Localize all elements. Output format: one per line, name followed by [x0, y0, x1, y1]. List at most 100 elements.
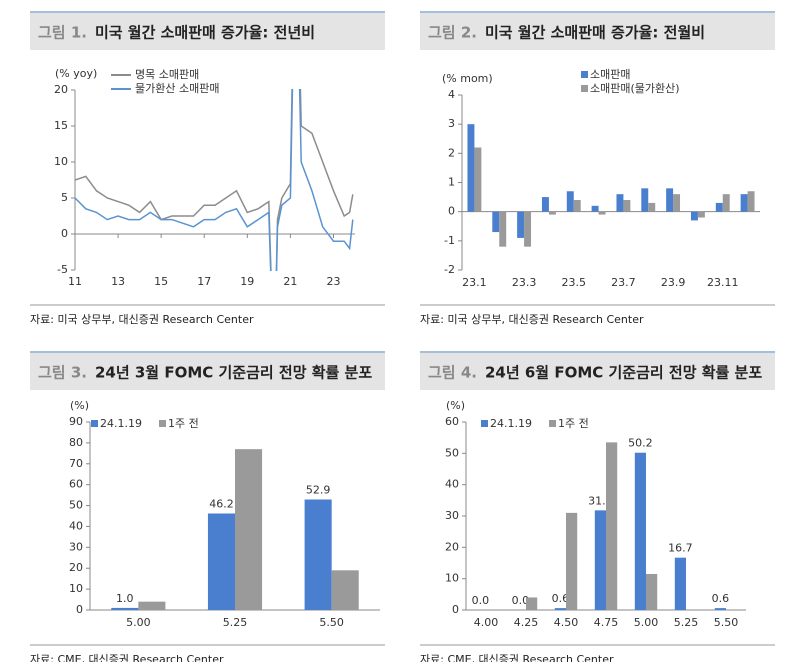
- bar: [138, 601, 166, 610]
- y-tick-label: 80: [69, 436, 83, 449]
- y-tick-label: 20: [445, 540, 459, 553]
- chart-title: 미국 월간 소매판매 증가율: 전년비: [95, 24, 315, 42]
- legend-label: 명목 소매판매: [135, 68, 199, 81]
- x-tick-label: 13: [111, 275, 125, 288]
- figure-label: 그림 2.: [428, 24, 477, 42]
- bar: [591, 205, 599, 212]
- y-tick-label: 10: [69, 582, 83, 595]
- y-tick-label: 3: [448, 117, 455, 130]
- y-tick-label: -5: [57, 263, 68, 276]
- y-tick-label: 40: [69, 519, 83, 532]
- line-series: [75, 89, 354, 271]
- legend-label: 1주 전: [558, 417, 589, 430]
- bar: [722, 194, 730, 212]
- y-tick-label: 20: [69, 561, 83, 574]
- x-tick-label: 19: [240, 275, 254, 288]
- bar: [747, 191, 755, 212]
- bar: [623, 200, 631, 212]
- x-tick-label: 21: [283, 275, 297, 288]
- x-tick-label: 15: [154, 275, 168, 288]
- header-bar: [420, 353, 775, 390]
- legend-swatch: [581, 71, 588, 78]
- source: 자료: CME, 대신증권 Research Center: [30, 653, 224, 662]
- y-tick-label: 30: [445, 509, 459, 522]
- y-axis-label: (% yoy): [55, 67, 97, 80]
- bar: [467, 124, 475, 212]
- x-tick-label: 11: [68, 275, 82, 288]
- value-label: 16.7: [668, 542, 693, 555]
- bar: [573, 200, 581, 212]
- bar: [616, 194, 624, 212]
- y-tick-label: 10: [54, 155, 68, 168]
- y-tick-label: -2: [444, 263, 455, 276]
- bar: [690, 211, 698, 221]
- value-label: 1.0: [116, 592, 134, 605]
- x-tick-label: 5.25: [223, 616, 248, 629]
- y-tick-label: -1: [444, 234, 455, 247]
- x-tick-label: 4.25: [514, 616, 539, 629]
- value-label: 46.2: [209, 497, 234, 510]
- x-tick-label: 4.75: [594, 616, 619, 629]
- bar: [740, 194, 748, 212]
- legend-swatch: [581, 85, 588, 92]
- bar: [541, 197, 549, 212]
- header-bar: [30, 353, 385, 390]
- bar: [666, 188, 674, 212]
- value-label: 52.9: [306, 483, 331, 496]
- legend-label: 물가환산 소매판매: [135, 82, 219, 95]
- x-tick-label: 5.00: [634, 616, 659, 629]
- chart-title: 24년 3월 FOMC 기준금리 전망 확률 분포: [95, 364, 372, 382]
- figure-label: 그림 4.: [428, 364, 477, 382]
- bar: [634, 452, 646, 610]
- header-bar: [420, 13, 775, 50]
- x-tick-label: 23.1: [462, 276, 487, 289]
- bar: [499, 211, 507, 247]
- legend-label: 1주 전: [168, 417, 199, 430]
- bar: [235, 449, 263, 610]
- bar: [304, 499, 332, 610]
- legend-label: 24.1.19: [100, 417, 142, 430]
- y-tick-label: 20: [54, 83, 68, 96]
- bar: [566, 191, 574, 212]
- x-tick-label: 5.50: [714, 616, 739, 629]
- bar: [594, 510, 606, 610]
- x-tick-label: 17: [197, 275, 211, 288]
- figure-label: 그림 1.: [38, 24, 87, 42]
- value-label: 50.2: [628, 437, 653, 450]
- y-tick-label: 10: [445, 572, 459, 585]
- legend-swatch: [159, 420, 166, 427]
- y-tick-label: 60: [445, 415, 459, 428]
- value-label: 0.6: [712, 592, 730, 605]
- x-tick-label: 5.25: [674, 616, 699, 629]
- y-tick-label: 30: [69, 540, 83, 553]
- x-tick-label: 23: [326, 275, 340, 288]
- bar: [517, 211, 525, 238]
- y-tick-label: 50: [69, 499, 83, 512]
- value-label: 0.6: [552, 592, 570, 605]
- x-tick-label: 23.5: [562, 276, 587, 289]
- y-tick-label: 70: [69, 457, 83, 470]
- bar: [331, 570, 359, 610]
- x-tick-label: 23.9: [661, 276, 686, 289]
- x-tick-label: 5.00: [126, 616, 151, 629]
- x-tick-label: 4.00: [474, 616, 499, 629]
- y-tick-label: 90: [69, 415, 83, 428]
- value-label: 0.0: [472, 594, 490, 607]
- legend-label: 소매판매: [590, 68, 630, 81]
- y-tick-label: 5: [61, 191, 68, 204]
- legend-swatch: [549, 420, 556, 427]
- figure-label: 그림 3.: [38, 364, 87, 382]
- legend-label: 소매판매(물가환산): [590, 82, 680, 95]
- x-tick-label: 23.11: [707, 276, 739, 289]
- y-tick-label: 15: [54, 119, 68, 132]
- y-tick-label: 0: [448, 205, 455, 218]
- bar: [714, 608, 726, 610]
- y-tick-label: 60: [69, 478, 83, 491]
- legend-swatch: [481, 420, 488, 427]
- bar: [673, 194, 681, 212]
- bar: [566, 512, 578, 610]
- x-tick-label: 5.50: [319, 616, 344, 629]
- bar: [526, 597, 538, 610]
- y-tick-label: 50: [445, 446, 459, 459]
